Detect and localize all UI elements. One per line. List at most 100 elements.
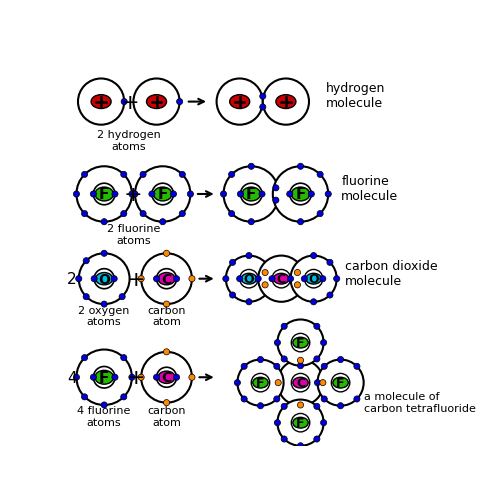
Circle shape bbox=[174, 374, 180, 381]
Circle shape bbox=[217, 79, 263, 125]
Ellipse shape bbox=[306, 274, 321, 285]
Circle shape bbox=[291, 334, 310, 352]
Circle shape bbox=[240, 270, 258, 289]
Text: 2 fluorine
atoms: 2 fluorine atoms bbox=[107, 224, 160, 245]
Text: 2 oxygen
atoms: 2 oxygen atoms bbox=[78, 305, 130, 327]
Circle shape bbox=[321, 364, 327, 370]
Text: 4 fluorine
atoms: 4 fluorine atoms bbox=[77, 405, 131, 427]
Circle shape bbox=[278, 360, 323, 406]
Circle shape bbox=[246, 299, 252, 305]
Ellipse shape bbox=[158, 273, 175, 285]
Circle shape bbox=[263, 79, 309, 125]
Circle shape bbox=[91, 276, 97, 282]
Text: carbon
atom: carbon atom bbox=[147, 305, 186, 327]
Circle shape bbox=[76, 350, 132, 405]
Circle shape bbox=[281, 356, 287, 362]
Circle shape bbox=[234, 380, 240, 386]
Circle shape bbox=[331, 374, 350, 392]
Circle shape bbox=[121, 355, 127, 361]
Circle shape bbox=[153, 276, 159, 282]
Circle shape bbox=[308, 191, 314, 198]
Circle shape bbox=[291, 414, 310, 432]
Circle shape bbox=[338, 403, 344, 409]
Circle shape bbox=[297, 443, 304, 449]
Circle shape bbox=[129, 374, 135, 381]
Circle shape bbox=[281, 436, 287, 442]
Circle shape bbox=[94, 367, 115, 388]
Circle shape bbox=[314, 324, 320, 330]
Circle shape bbox=[317, 360, 364, 406]
Circle shape bbox=[229, 293, 236, 299]
Circle shape bbox=[81, 394, 88, 400]
Circle shape bbox=[273, 167, 328, 222]
Circle shape bbox=[269, 276, 275, 282]
Text: C: C bbox=[277, 273, 286, 286]
Circle shape bbox=[246, 253, 252, 259]
Circle shape bbox=[226, 256, 272, 302]
Circle shape bbox=[317, 172, 323, 178]
Text: C: C bbox=[161, 272, 172, 286]
Circle shape bbox=[81, 355, 88, 361]
Circle shape bbox=[273, 198, 279, 204]
Ellipse shape bbox=[230, 96, 249, 109]
Circle shape bbox=[297, 358, 304, 364]
Circle shape bbox=[83, 294, 90, 300]
Text: F: F bbox=[99, 370, 109, 385]
Circle shape bbox=[149, 191, 155, 198]
Ellipse shape bbox=[242, 188, 261, 201]
Text: a molecule of
carbon tetrafluoride: a molecule of carbon tetrafluoride bbox=[365, 391, 476, 413]
Text: F: F bbox=[337, 376, 345, 389]
Circle shape bbox=[333, 276, 340, 282]
Circle shape bbox=[260, 105, 266, 111]
Circle shape bbox=[223, 167, 279, 222]
Circle shape bbox=[179, 172, 186, 178]
Circle shape bbox=[140, 211, 146, 217]
Text: O: O bbox=[308, 273, 319, 286]
Ellipse shape bbox=[291, 188, 310, 201]
Circle shape bbox=[141, 352, 192, 403]
Circle shape bbox=[320, 340, 327, 346]
Circle shape bbox=[274, 364, 280, 370]
Circle shape bbox=[76, 167, 132, 222]
Ellipse shape bbox=[95, 188, 113, 201]
Circle shape bbox=[274, 340, 281, 346]
Circle shape bbox=[101, 250, 107, 257]
Ellipse shape bbox=[293, 338, 308, 348]
Circle shape bbox=[258, 403, 264, 409]
Text: 4: 4 bbox=[67, 370, 76, 385]
Circle shape bbox=[133, 79, 180, 125]
Text: F: F bbox=[246, 187, 257, 202]
Ellipse shape bbox=[333, 377, 348, 388]
Circle shape bbox=[94, 184, 115, 205]
Text: F: F bbox=[157, 187, 168, 202]
Circle shape bbox=[189, 374, 195, 381]
Text: C: C bbox=[296, 376, 305, 389]
Circle shape bbox=[314, 380, 320, 386]
Circle shape bbox=[91, 374, 97, 381]
Circle shape bbox=[281, 403, 287, 410]
Circle shape bbox=[163, 400, 170, 406]
Circle shape bbox=[187, 191, 194, 198]
Circle shape bbox=[179, 211, 186, 217]
Circle shape bbox=[140, 172, 146, 178]
Circle shape bbox=[354, 364, 360, 370]
Text: O: O bbox=[98, 272, 110, 286]
Ellipse shape bbox=[158, 371, 175, 384]
Circle shape bbox=[297, 402, 304, 408]
Circle shape bbox=[327, 293, 333, 299]
Text: 2: 2 bbox=[67, 272, 76, 287]
Circle shape bbox=[91, 191, 97, 198]
Circle shape bbox=[317, 211, 323, 217]
Text: F: F bbox=[295, 187, 306, 202]
Circle shape bbox=[135, 167, 191, 222]
Circle shape bbox=[156, 269, 177, 289]
Circle shape bbox=[327, 260, 333, 266]
Ellipse shape bbox=[293, 377, 308, 388]
Circle shape bbox=[273, 185, 279, 191]
Circle shape bbox=[258, 256, 304, 302]
Circle shape bbox=[240, 184, 262, 205]
Circle shape bbox=[121, 394, 127, 400]
Circle shape bbox=[101, 219, 107, 225]
Circle shape bbox=[81, 211, 88, 217]
Circle shape bbox=[314, 403, 320, 410]
